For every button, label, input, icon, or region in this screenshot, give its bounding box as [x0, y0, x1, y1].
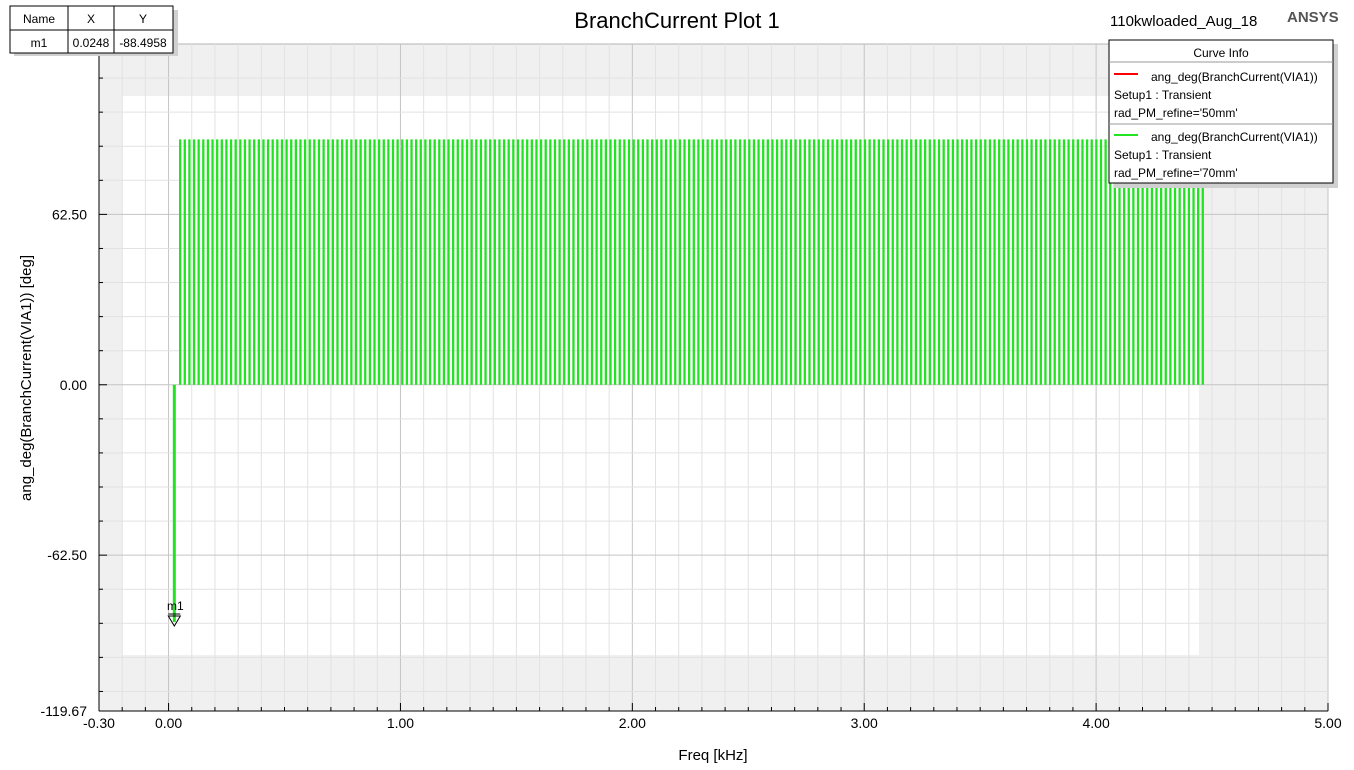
x-tick-label: 2.00 — [619, 715, 646, 731]
x-tick-label: -0.30 — [83, 715, 115, 731]
x-tick-label: 1.00 — [387, 715, 414, 731]
trace-70mm[interactable] — [172, 139, 1204, 623]
axis-ticks: -0.30 0.00 1.00 2.00 3.00 4.00 5.00 -119.67 -62.… — [41, 77, 1342, 731]
table-cell-x: 0.0248 — [73, 36, 110, 50]
legend-entry-1-label: ang_deg(BranchCurrent(VIA1)) — [1151, 70, 1318, 84]
y-axis-label: ang_deg(BranchCurrent(VIA1)) [deg] — [18, 255, 35, 501]
chart-title: BranchCurrent Plot 1 — [574, 8, 779, 33]
x-tick-label: 5.00 — [1314, 715, 1341, 731]
y-tick-label: 62.50 — [52, 206, 87, 222]
legend-entry-2-variation: rad_PM_refine='70mm' — [1114, 166, 1238, 180]
legend-entry-2-setup: Setup1 : Transient — [1114, 148, 1212, 162]
x-tick-label: 0.00 — [155, 715, 182, 731]
legend-title: Curve Info — [1193, 46, 1249, 60]
y-tick-label: 0.00 — [60, 377, 87, 393]
legend-entry-2-label: ang_deg(BranchCurrent(VIA1)) — [1151, 130, 1318, 144]
table-cell-y: -88.4958 — [119, 36, 167, 50]
legend-entry-1-variation: rad_PM_refine='50mm' — [1114, 106, 1238, 120]
ansys-logo: ANSYS — [1287, 9, 1339, 26]
y-tick-label: -119.67 — [41, 703, 88, 719]
table-cell-name: m1 — [31, 36, 48, 50]
x-tick-label: 3.00 — [851, 715, 878, 731]
x-axis-label: Freq [kHz] — [678, 747, 747, 764]
marker-m1-label: m1 — [167, 599, 184, 613]
x-tick-label: 4.00 — [1082, 715, 1109, 731]
marker-table[interactable]: Name X Y m1 0.0248 -88.4958 — [9, 5, 178, 56]
table-header-name: Name — [23, 12, 55, 26]
marker-m1-icon — [167, 615, 182, 627]
table-header-x: X — [87, 12, 95, 26]
curve-info-legend[interactable]: Curve Info ang_deg(BranchCurrent(VIA1)) … — [1108, 39, 1338, 188]
y-tick-label: -62.50 — [47, 547, 87, 563]
table-header-y: Y — [139, 12, 147, 26]
legend-entry-1-setup: Setup1 : Transient — [1114, 88, 1212, 102]
design-name: 110kwloaded_Aug_18 — [1110, 13, 1257, 30]
marker-layer[interactable]: m1 — [167, 599, 184, 627]
